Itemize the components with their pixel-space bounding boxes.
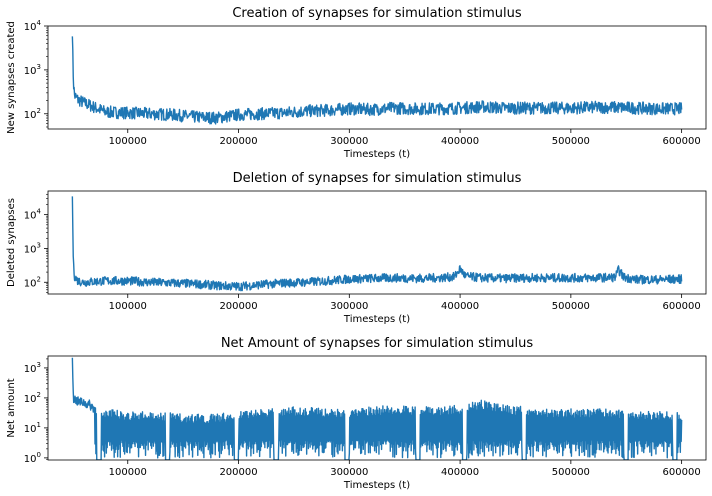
x-tick-label: 600000 <box>663 467 701 478</box>
x-tick-label: 500000 <box>552 301 590 312</box>
y-tick-label: 103 <box>24 361 41 375</box>
axes-frame <box>47 355 707 461</box>
x-tick-label: 300000 <box>330 467 368 478</box>
x-axis-label: Timesteps (t) <box>343 314 410 325</box>
y-tick-label: 100 <box>24 451 41 465</box>
series-line <box>71 357 683 460</box>
y-tick-label: 103 <box>24 241 41 255</box>
x-tick-label: 200000 <box>219 467 257 478</box>
x-tick-label: 200000 <box>219 301 257 312</box>
y-axis-label: Deleted synapses <box>6 198 17 287</box>
y-tick-label: 104 <box>24 208 42 222</box>
x-tick-label: 400000 <box>441 467 479 478</box>
x-tick-label: 300000 <box>330 136 368 147</box>
x-axis-label: Timesteps (t) <box>343 480 410 491</box>
x-tick-label: 400000 <box>441 136 479 147</box>
chart-title: Net Amount of synapses for simulation st… <box>221 336 534 351</box>
x-tick-label: 500000 <box>552 136 590 147</box>
series-line <box>71 36 683 125</box>
y-tick-label: 101 <box>24 421 41 435</box>
x-tick-label: 100000 <box>109 136 147 147</box>
chart-title: Creation of synapses for simulation stim… <box>232 6 522 21</box>
subplot-1: Creation of synapses for simulation stim… <box>6 6 707 160</box>
subplot-2: Deletion of synapses for simulation stim… <box>6 171 707 325</box>
y-axis-label: Net amount <box>6 378 17 437</box>
axes-frame <box>47 25 707 130</box>
x-tick-label: 600000 <box>663 136 701 147</box>
chart-title: Deletion of synapses for simulation stim… <box>233 171 522 186</box>
series-line <box>71 196 683 292</box>
x-tick-label: 200000 <box>219 136 257 147</box>
y-tick-label: 104 <box>24 19 42 33</box>
axes-frame <box>47 190 707 295</box>
x-tick-label: 400000 <box>441 301 479 312</box>
x-tick-label: 500000 <box>552 467 590 478</box>
x-tick-label: 100000 <box>109 301 147 312</box>
y-tick-label: 102 <box>24 275 41 289</box>
x-tick-label: 600000 <box>663 301 701 312</box>
y-tick-label: 103 <box>24 63 41 77</box>
x-axis-label: Timesteps (t) <box>343 149 410 160</box>
y-tick-label: 102 <box>24 107 41 121</box>
y-axis-label: New synapses created <box>6 21 17 134</box>
x-tick-label: 100000 <box>109 467 147 478</box>
y-tick-label: 102 <box>24 391 41 405</box>
x-tick-label: 300000 <box>330 301 368 312</box>
subplot-3: Net Amount of synapses for simulation st… <box>6 336 707 491</box>
